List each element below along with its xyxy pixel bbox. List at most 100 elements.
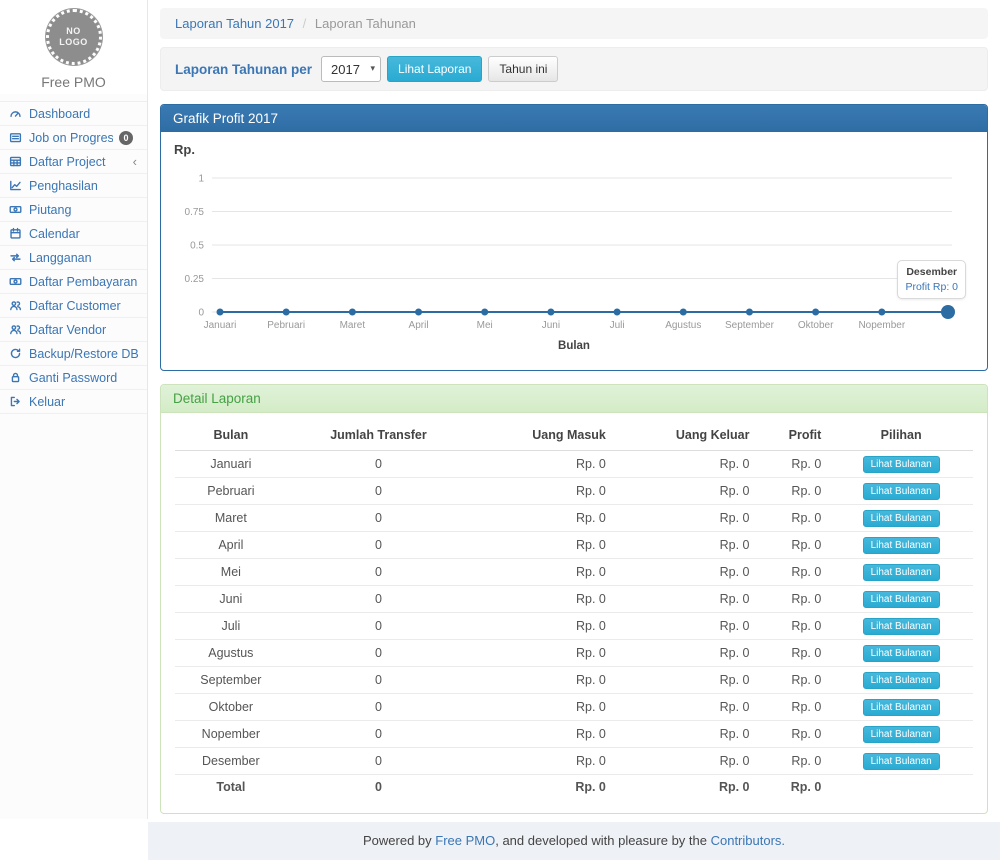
table-header-row: Bulan Jumlah Transfer Uang Masuk Uang Ke… (175, 421, 973, 451)
sidebar-item-label: Daftar Pembayaran (29, 274, 138, 289)
svg-text:0.5: 0.5 (190, 241, 204, 252)
svg-text:Januari: Januari (204, 320, 237, 331)
cell-profit: Rp. 0 (757, 612, 830, 640)
cell-jumlah-transfer: 0 (286, 666, 471, 694)
sidebar: NO LOGO Free PMO Dashboard Job on Progres… (0, 0, 148, 819)
cell-jumlah-transfer: 0 (375, 780, 382, 794)
profit-line-chart[interactable]: Rp. 0 0.25 0.5 0.75 1 Januari Pebruari Maret Apri… (164, 132, 984, 370)
money-icon (9, 275, 23, 288)
cell-bulan: Nopember (175, 720, 287, 748)
lihat-bulanan-button[interactable]: Lihat Bulanan (862, 483, 940, 500)
footer-text-middle: , and developed with pleasure by the (495, 833, 711, 848)
footer: Powered by Free PMO, and developed with … (148, 822, 1000, 860)
cell-uang-keluar: Rp. 0 (613, 585, 758, 613)
cell-jumlah-transfer: 0 (286, 639, 471, 667)
svg-text:Pebruari: Pebruari (267, 320, 305, 331)
lihat-bulanan-button[interactable]: Lihat Bulanan (862, 618, 940, 635)
sidebar-item-label: Daftar Customer (29, 298, 121, 313)
table-row: Oktober 0 Rp. 0 Rp. 0 Rp. 0 Lihat Bulanan (175, 693, 973, 721)
cell-pilihan: Lihat Bulanan (829, 720, 973, 748)
year-select[interactable]: 2017 (321, 56, 382, 82)
lihat-bulanan-button[interactable]: Lihat Bulanan (862, 645, 940, 662)
sidebar-item-piutang[interactable]: Piutang (0, 198, 147, 222)
cell-jumlah-transfer: 0 (286, 612, 471, 640)
cell-uang-keluar: Rp. 0 (613, 693, 758, 721)
table-row: Pebruari 0 Rp. 0 Rp. 0 Rp. 0 Lihat Bulanan (175, 477, 973, 505)
sidebar-item-label: Dashboard (29, 106, 91, 121)
cell-uang-masuk: Rp. 0 (470, 666, 614, 694)
cell-jumlah-transfer: 0 (286, 558, 471, 586)
lihat-bulanan-button[interactable]: Lihat Bulanan (862, 672, 940, 689)
cell-uang-masuk: Rp. 0 (470, 585, 614, 613)
svg-text:Rp.: Rp. (174, 142, 195, 157)
sidebar-item-keluar[interactable]: Keluar (0, 390, 147, 414)
cell-pilihan: Lihat Bulanan (829, 504, 973, 532)
sidebar-item-daftar-project[interactable]: Daftar Project ‹ (0, 150, 147, 174)
breadcrumb-current: Laporan Tahunan (314, 16, 416, 31)
sidebar-item-daftar-customer[interactable]: Daftar Customer (0, 294, 147, 318)
sidebar-item-langganan[interactable]: Langganan (0, 246, 147, 270)
lihat-bulanan-button[interactable]: Lihat Bulanan (862, 591, 940, 608)
filter-label: Laporan Tahunan per (175, 61, 313, 77)
cell-jumlah-transfer: 0 (286, 720, 471, 748)
lihat-bulanan-button[interactable]: Lihat Bulanan (862, 753, 940, 770)
cell-uang-keluar: Rp. 0 (613, 558, 758, 586)
logo-text-line2: LOGO (59, 37, 88, 47)
cell-profit: Rp. 0 (757, 639, 830, 667)
tahun-ini-button[interactable]: Tahun ini (488, 56, 559, 82)
cell-profit: Rp. 0 (757, 450, 830, 478)
sidebar-item-label: Keluar (29, 394, 66, 409)
svg-text:Agustus: Agustus (665, 320, 701, 331)
table-row: Juni 0 Rp. 0 Rp. 0 Rp. 0 Lihat Bulanan (175, 585, 973, 613)
breadcrumb-separator: / (302, 16, 307, 31)
lihat-bulanan-button[interactable]: Lihat Bulanan (862, 510, 940, 527)
lihat-bulanan-button[interactable]: Lihat Bulanan (862, 537, 940, 554)
sidebar-item-label: Job on Progress (29, 130, 113, 145)
lihat-laporan-button[interactable]: Lihat Laporan (387, 56, 483, 82)
cell-bulan: April (175, 531, 287, 559)
lihat-bulanan-button[interactable]: Lihat Bulanan (862, 699, 940, 716)
cell-jumlah-transfer: 0 (286, 477, 471, 505)
lihat-bulanan-button[interactable]: Lihat Bulanan (862, 726, 940, 743)
free-pmo-link[interactable]: Free PMO (435, 833, 496, 848)
cell-uang-keluar: Rp. 0 (613, 504, 758, 532)
breadcrumb-link[interactable]: Laporan Tahun 2017 (175, 16, 295, 31)
sidebar-item-dashboard[interactable]: Dashboard (0, 102, 147, 126)
calendar-icon (9, 227, 23, 240)
chart-panel: Grafik Profit 2017 Rp. 0 0.25 0.5 0.75 1 Janua… (160, 104, 988, 371)
cell-bulan: Maret (175, 504, 287, 532)
sidebar-item-daftar-vendor[interactable]: Daftar Vendor (0, 318, 147, 342)
contributors-link[interactable]: Contributors. (710, 833, 786, 848)
table-row: Maret 0 Rp. 0 Rp. 0 Rp. 0 Lihat Bulanan (175, 504, 973, 532)
sidebar-item-backup-restore-db[interactable]: Backup/Restore DB (0, 342, 147, 366)
chart-body: Rp. 0 0.25 0.5 0.75 1 Januari Pebruari Maret Apri… (161, 132, 987, 370)
sidebar-item-calendar[interactable]: Calendar (0, 222, 147, 246)
no-logo-badge: NO LOGO (45, 9, 102, 65)
col-header-jumlah-transfer: Jumlah Transfer (286, 421, 471, 451)
cell-bulan: Pebruari (175, 477, 287, 505)
logo-text-line1: NO (66, 25, 81, 36)
cell-bulan: September (175, 666, 287, 694)
sidebar-item-job-on-progress[interactable]: Job on Progress 0 (0, 126, 147, 150)
lihat-bulanan-button[interactable]: Lihat Bulanan (862, 456, 940, 473)
svg-text:April: April (409, 320, 429, 331)
sidebar-item-daftar-pembayaran[interactable]: Daftar Pembayaran (0, 270, 147, 294)
cell-pilihan: Lihat Bulanan (829, 585, 973, 613)
table-row: Agustus 0 Rp. 0 Rp. 0 Rp. 0 Lihat Bulanan (175, 639, 973, 667)
lihat-bulanan-button[interactable]: Lihat Bulanan (862, 564, 940, 581)
refresh-icon (9, 347, 23, 360)
col-header-pilihan: Pilihan (829, 421, 973, 451)
detail-panel: Detail Laporan Bulan Jumlah Transfer Uan… (160, 384, 988, 814)
cell-uang-masuk: Rp. 0 (575, 780, 606, 794)
sidebar-item-penghasilan[interactable]: Penghasilan (0, 174, 147, 198)
cell-uang-masuk: Rp. 0 (470, 747, 614, 775)
list-icon (9, 131, 23, 144)
chart-panel-title: Grafik Profit 2017 (161, 105, 987, 132)
sidebar-item-label: Langganan (29, 250, 92, 265)
svg-text:1: 1 (198, 174, 204, 185)
cell-pilihan: Lihat Bulanan (829, 477, 973, 505)
sidebar-item-ganti-password[interactable]: Ganti Password (0, 366, 147, 390)
cell-pilihan: Lihat Bulanan (829, 450, 973, 478)
detail-panel-body: Bulan Jumlah Transfer Uang Masuk Uang Ke… (161, 413, 987, 813)
footer-text-prefix: Powered by (362, 833, 436, 848)
